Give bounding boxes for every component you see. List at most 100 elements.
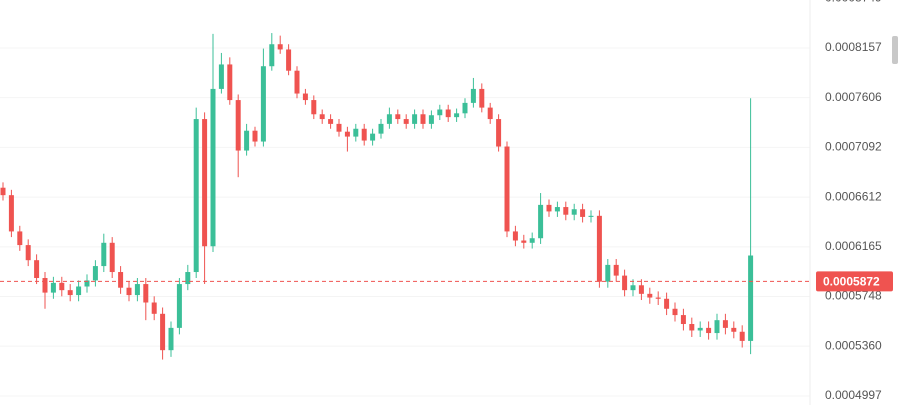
candle-body (588, 215, 594, 217)
candle-body (437, 109, 443, 116)
candle-body (748, 255, 754, 341)
candle-body (403, 119, 409, 124)
candle-body (17, 231, 23, 246)
y-tick-label: 0.0006612 (825, 189, 882, 203)
candle-body (706, 327, 712, 334)
candle-body (529, 238, 535, 243)
y-tick-label: 0.0004997 (825, 388, 882, 402)
candle-body (420, 114, 426, 124)
candle-body (622, 275, 628, 291)
candle-body (302, 93, 308, 101)
candle-body (244, 130, 250, 151)
candle-body (25, 245, 31, 261)
y-tick-label: 0.0008749 (825, 0, 882, 4)
candle-body (126, 287, 132, 296)
y-tick-label: 0.0005748 (825, 289, 882, 303)
candle-body (470, 88, 476, 103)
candle-body (370, 133, 376, 141)
candle-body (134, 284, 140, 296)
candle-body (563, 207, 569, 215)
candle-body (92, 266, 98, 281)
candle-body (689, 324, 695, 331)
candle-body (378, 123, 384, 134)
candle-body (428, 115, 434, 124)
candle-body (328, 119, 334, 124)
candle-body (647, 293, 653, 298)
candle-body (311, 100, 317, 115)
candle-body (260, 66, 266, 142)
candle-body (386, 114, 392, 124)
candle-body (235, 100, 241, 151)
candle-body (605, 264, 611, 282)
candle-body (252, 130, 258, 142)
candle-body (739, 331, 745, 341)
candle-body (193, 119, 199, 273)
candle-body (504, 146, 510, 232)
candle-body (286, 49, 292, 71)
candle-body (454, 113, 460, 118)
candle-body (680, 315, 686, 325)
y-tick-label: 0.0008157 (825, 40, 882, 54)
candle-body (353, 128, 359, 137)
candle-body (664, 298, 670, 309)
candle-body (84, 280, 90, 287)
candle-body (462, 102, 468, 114)
candle-body (479, 88, 485, 108)
candle-body (521, 240, 527, 243)
side-tab[interactable] (892, 36, 898, 64)
last-price-box (816, 271, 893, 292)
candle-body (546, 204, 552, 212)
candle-body (630, 285, 636, 291)
candle-body (34, 260, 40, 279)
candle-body (118, 272, 124, 288)
last-price-label: 0.0005872 (823, 275, 880, 289)
candle-body (176, 284, 182, 328)
candle-body (160, 313, 166, 351)
y-tick-label: 0.0005360 (825, 338, 882, 352)
y-tick-label: 0.0007092 (825, 140, 882, 154)
candle-body (59, 282, 65, 291)
candle-body (655, 297, 661, 299)
candle-body (109, 242, 115, 273)
candle-body (269, 44, 275, 67)
candle-body (722, 320, 728, 328)
candle-body (613, 264, 619, 276)
candle-body (571, 209, 577, 215)
candle-body (319, 114, 325, 120)
candle-body (67, 290, 73, 296)
candle-body (202, 119, 208, 247)
candle-body (168, 327, 174, 351)
candle-body (445, 109, 451, 118)
candle-body (512, 231, 518, 241)
candle-body (143, 284, 149, 303)
candle-body (210, 88, 216, 247)
candle-body (731, 327, 737, 332)
candle-body (554, 207, 560, 212)
candle-body (336, 123, 342, 132)
candle-body (101, 242, 107, 267)
candle-body (227, 64, 233, 101)
candle-body (361, 128, 367, 141)
candle-body (344, 131, 350, 137)
candle-body (76, 286, 82, 296)
candle-body (496, 119, 502, 147)
candle-body (697, 327, 703, 331)
candle-body (42, 278, 48, 293)
candle-body (8, 195, 14, 232)
candle-body (218, 64, 224, 89)
candle-body (638, 285, 644, 294)
candle-body (487, 107, 493, 120)
candle-body (395, 114, 401, 120)
candle-body (412, 114, 418, 124)
candle-body (50, 282, 56, 293)
candle-body (294, 70, 300, 94)
candle-body (596, 215, 602, 282)
candle-body (0, 187, 6, 196)
candle-body (714, 320, 720, 334)
y-tick-label: 0.0006165 (825, 239, 882, 253)
candle-body (580, 209, 586, 217)
candle-body (538, 204, 544, 239)
candle-body (277, 44, 283, 50)
candle-body (151, 302, 157, 314)
